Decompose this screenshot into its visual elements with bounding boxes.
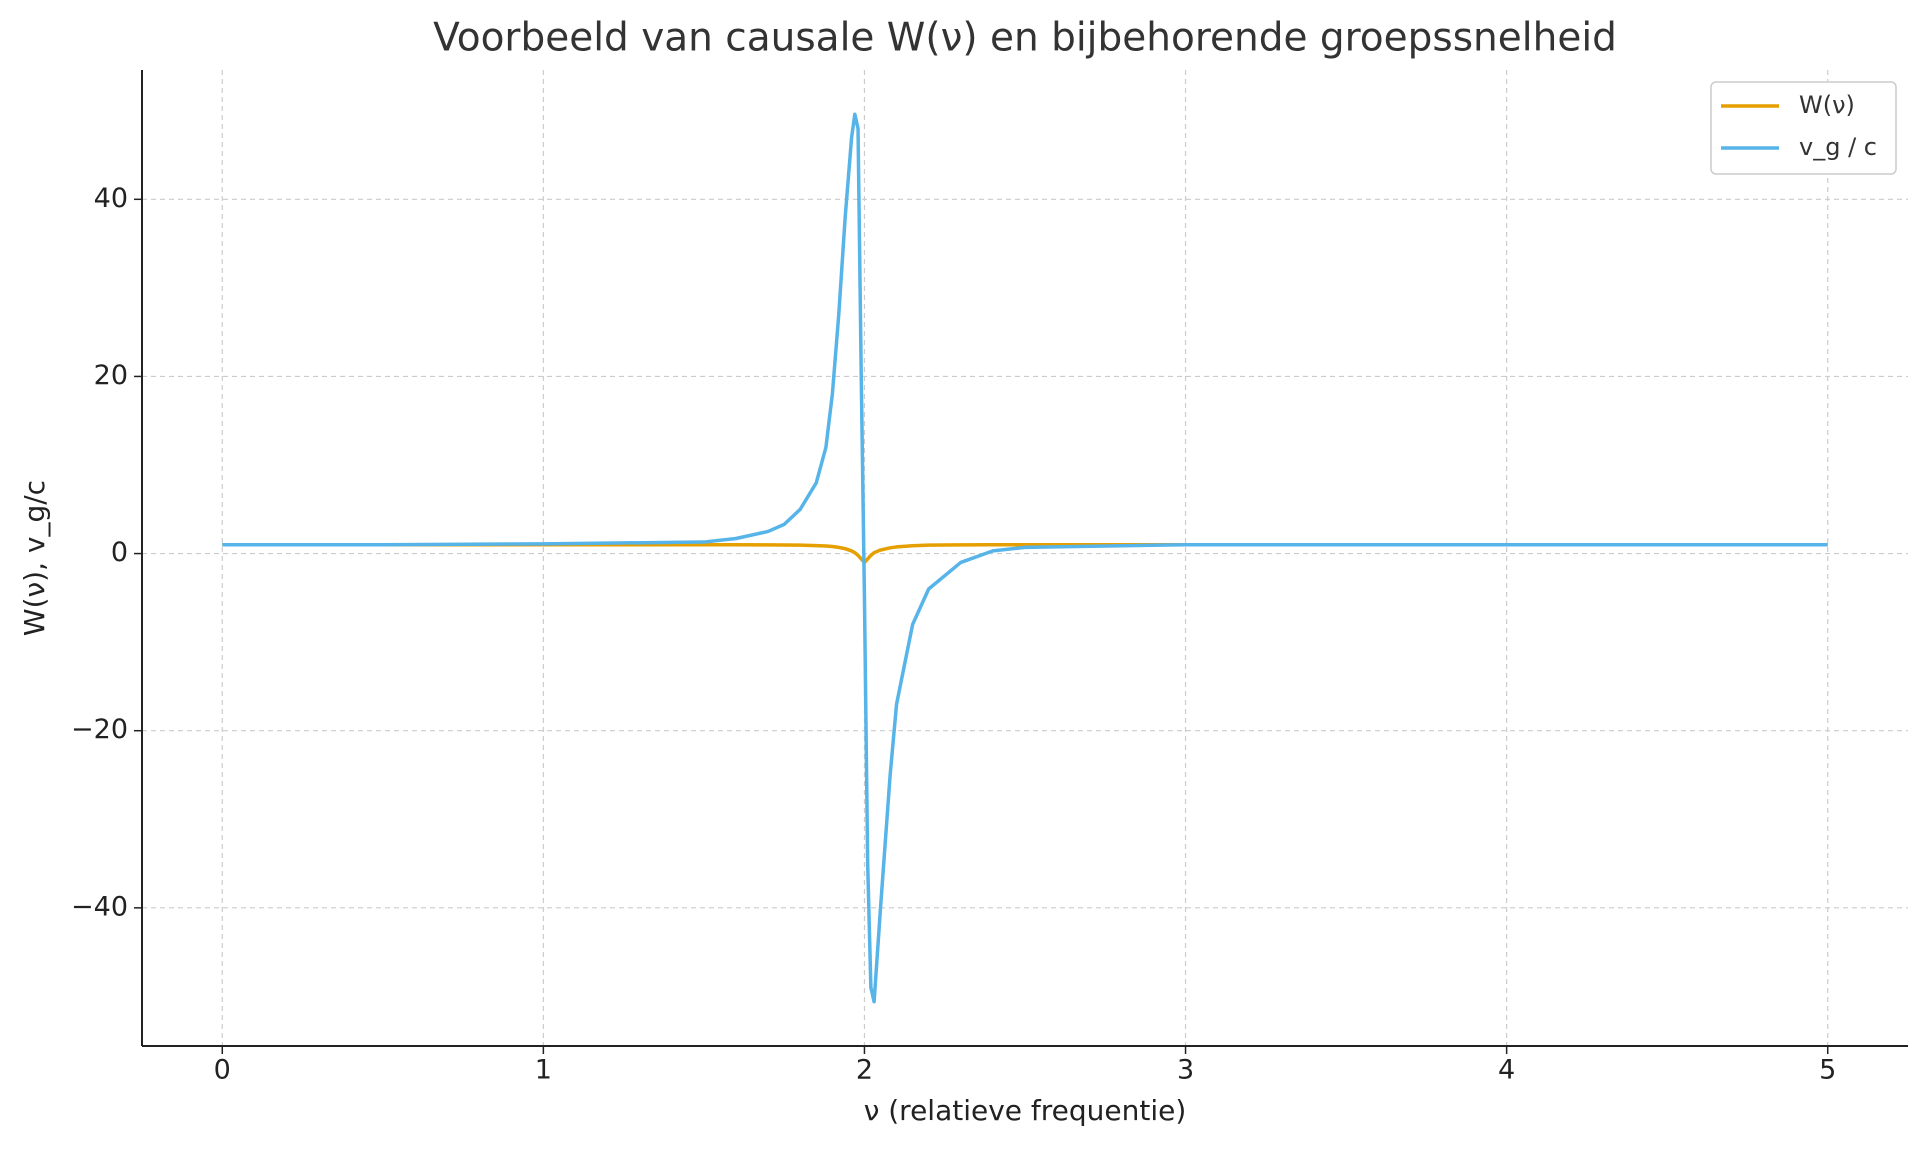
legend-label: W(ν) — [1799, 91, 1855, 119]
y-axis-label: W(ν), v_g/c — [18, 480, 51, 636]
x-axis-label: ν (relatieve frequentie) — [864, 1094, 1187, 1127]
x-tick-label: 3 — [1177, 1055, 1194, 1086]
data-line — [222, 542, 1828, 565]
chart-title: Voorbeeld van causale W(ν) en bijbehoren… — [433, 16, 1617, 61]
x-tick-label: 0 — [214, 1055, 231, 1086]
x-tick-label: 1 — [535, 1055, 552, 1086]
y-tick-label: 40 — [94, 183, 128, 214]
legend-label: v_g / c — [1799, 133, 1877, 161]
y-tick-label: −40 — [71, 891, 128, 922]
y-tick-label: 20 — [94, 360, 128, 391]
y-tick-label: −20 — [71, 714, 128, 745]
data-line — [222, 112, 1828, 1004]
x-tick-label: 2 — [856, 1055, 873, 1086]
x-tick-label: 5 — [1819, 1055, 1836, 1086]
y-tick-label: 0 — [111, 537, 128, 568]
x-tick-label: 4 — [1498, 1055, 1515, 1086]
